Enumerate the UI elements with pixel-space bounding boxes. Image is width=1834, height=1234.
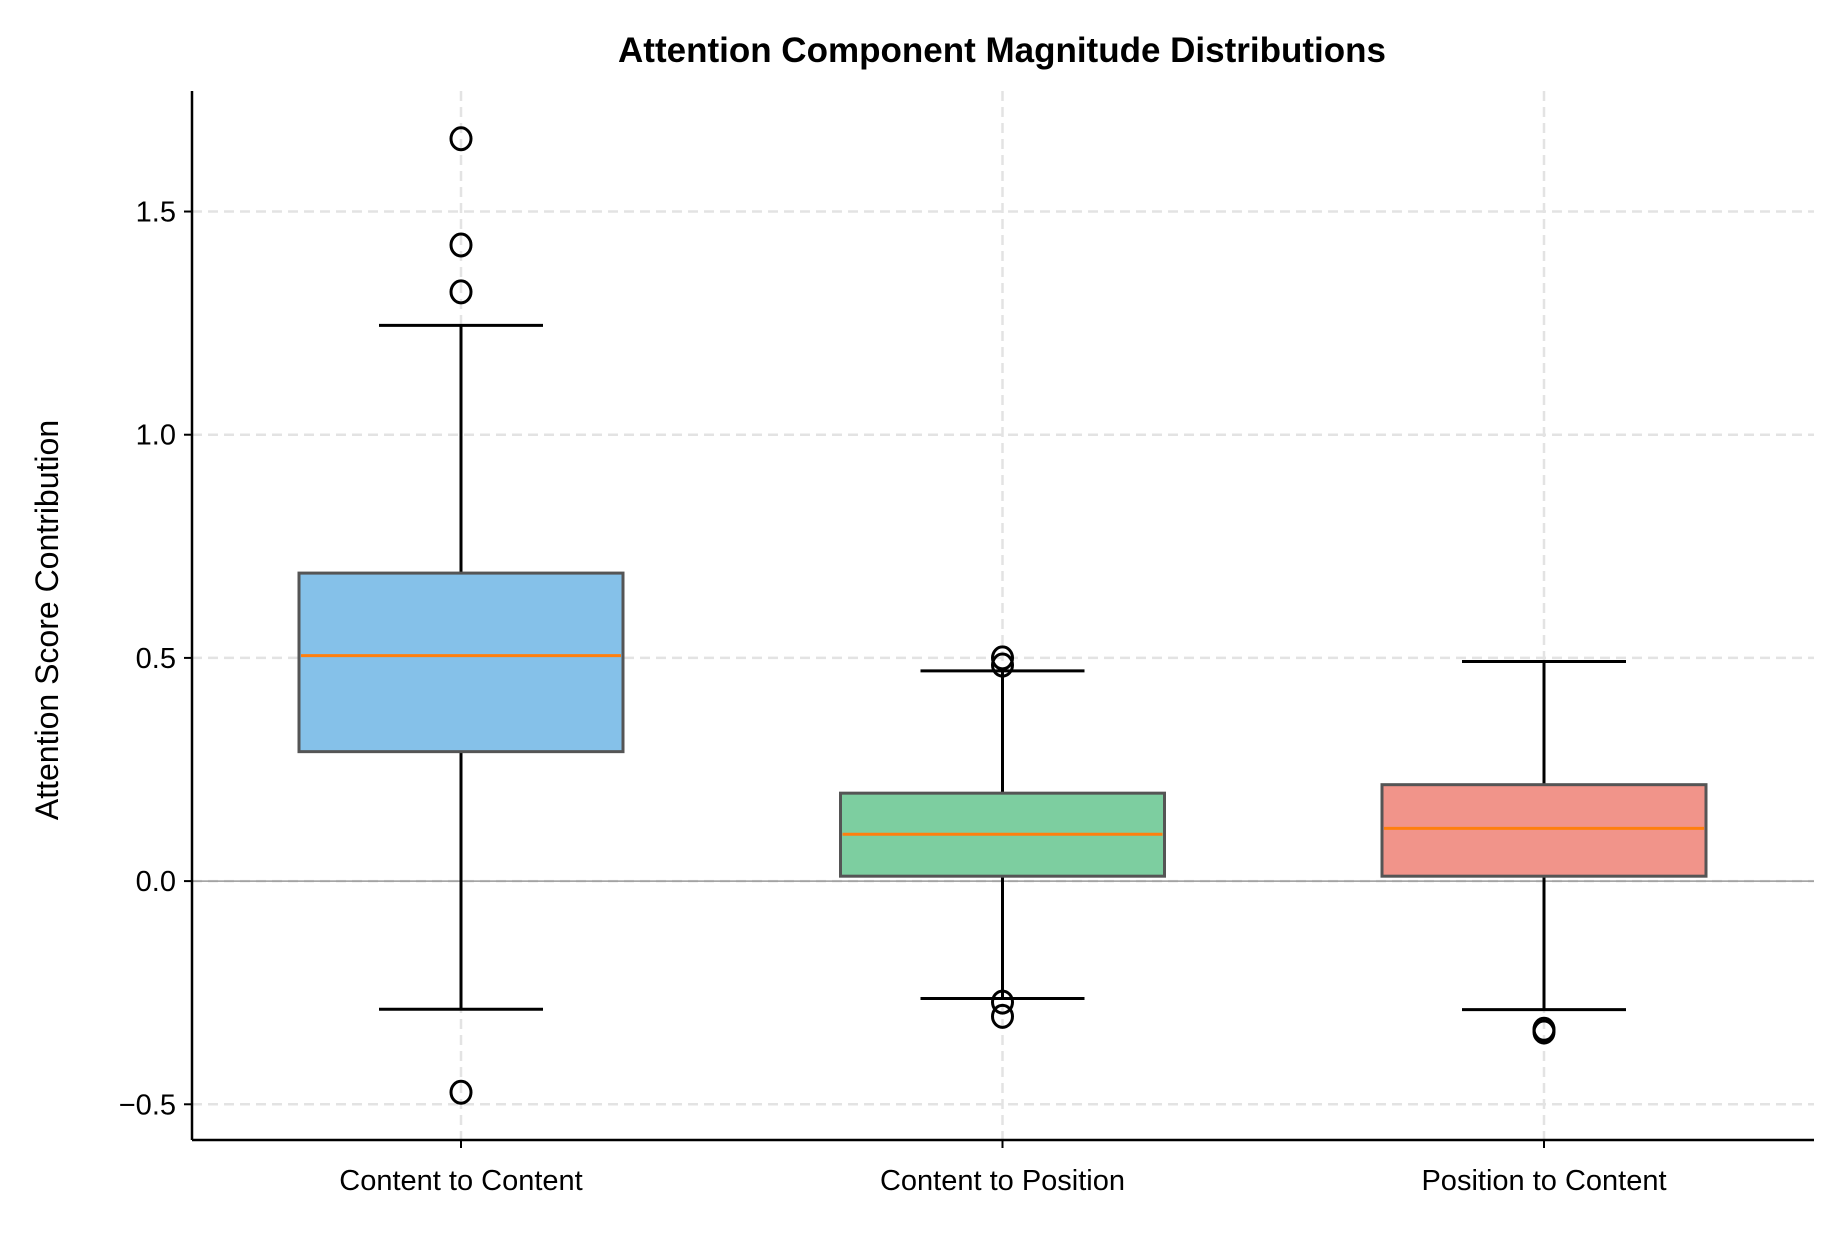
chart-title: Attention Component Magnitude Distributi… [618, 31, 1386, 70]
box-1 [297, 126, 625, 1105]
outlier-point [449, 1079, 473, 1105]
box-2 [839, 645, 1166, 1029]
outlier-point [991, 645, 1014, 671]
x-tick-label: Content to Position [880, 1165, 1125, 1197]
outlier-point [991, 989, 1014, 1015]
x-tick-label: Position to Content [1421, 1165, 1666, 1197]
outlier-point [991, 1003, 1014, 1029]
axes: −0.5 0.0 0.5 1.0 1.5 Content to Content Conten… [119, 91, 1814, 1197]
x-tick-label: Content to Content [339, 1165, 582, 1197]
boxes [297, 126, 1708, 1105]
box-rect [1380, 783, 1708, 878]
box-rect [297, 571, 625, 754]
y-tick-label: 1.0 [136, 420, 176, 452]
outlier-point [449, 232, 473, 258]
y-axis-label: Attention Score Contribution [29, 420, 65, 820]
outlier-point [991, 652, 1014, 678]
y-tick-label: 1.5 [136, 197, 176, 229]
y-tick-label: 0.5 [136, 643, 176, 675]
y-tick-label: −0.5 [119, 1089, 176, 1121]
outlier-point [1532, 1019, 1556, 1045]
y-tick-label: 0.0 [136, 866, 176, 898]
box-3 [1380, 659, 1708, 1045]
outlier-point [449, 279, 473, 305]
outlier-point [449, 126, 473, 152]
